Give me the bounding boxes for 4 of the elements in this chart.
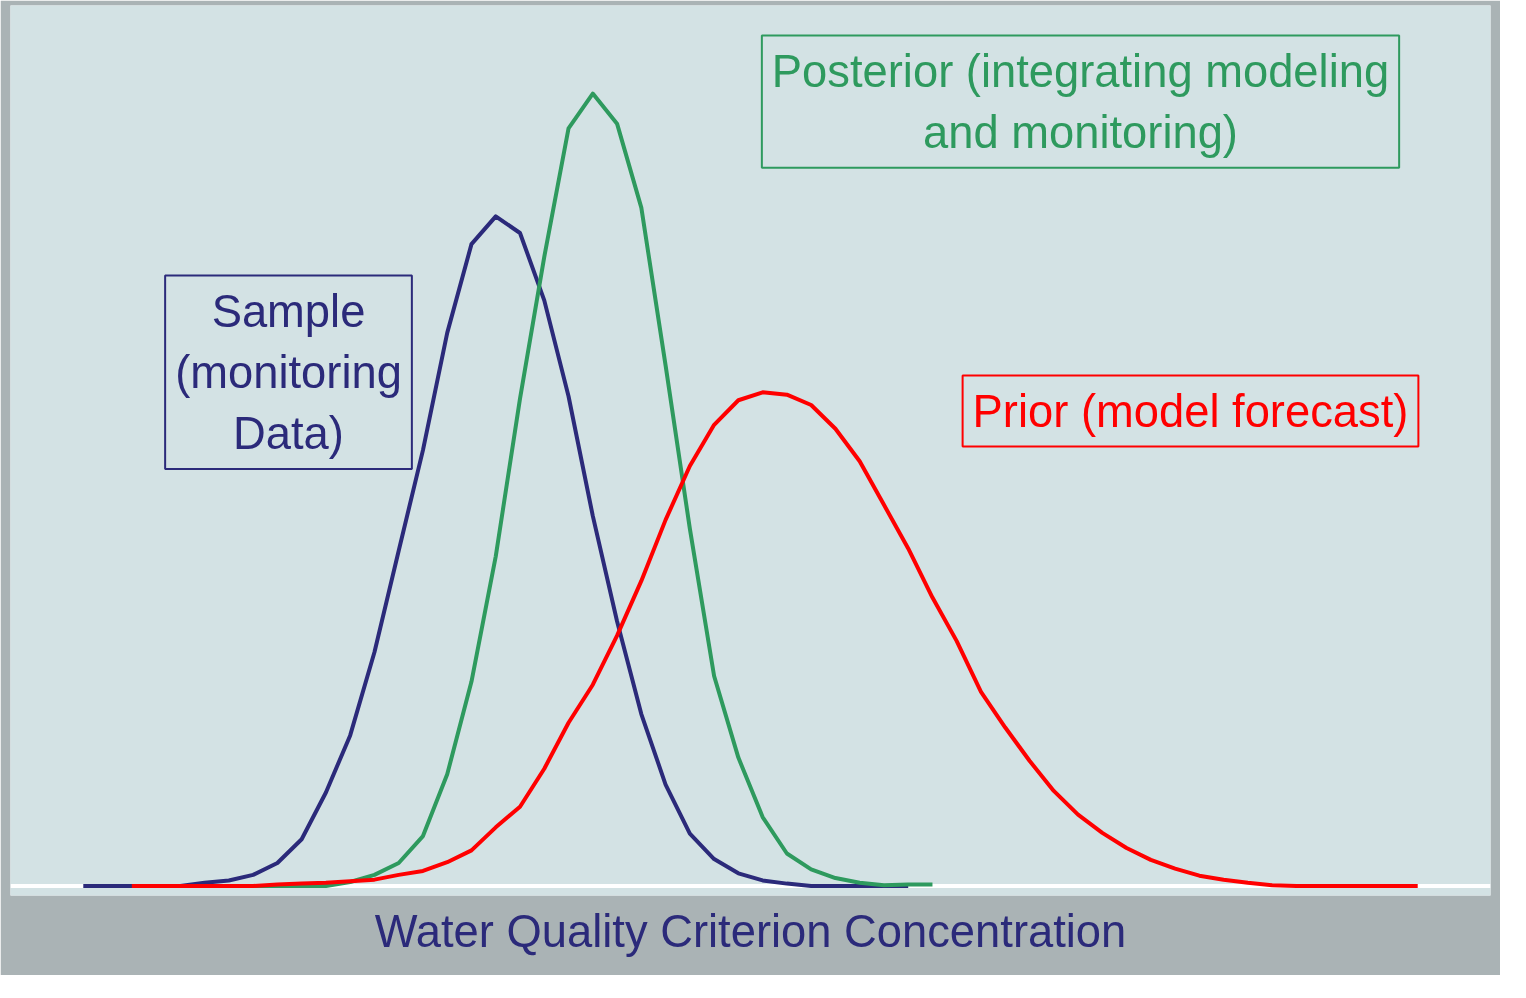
series-label: Sample (monitoring Data): [175, 285, 402, 459]
x-axis-title: Water Quality Criterion Concentration: [374, 905, 1127, 957]
text: Posterior (integrating modeling and monitoring): [771, 45, 1390, 158]
text: Prior (model forecast): [972, 385, 1409, 437]
